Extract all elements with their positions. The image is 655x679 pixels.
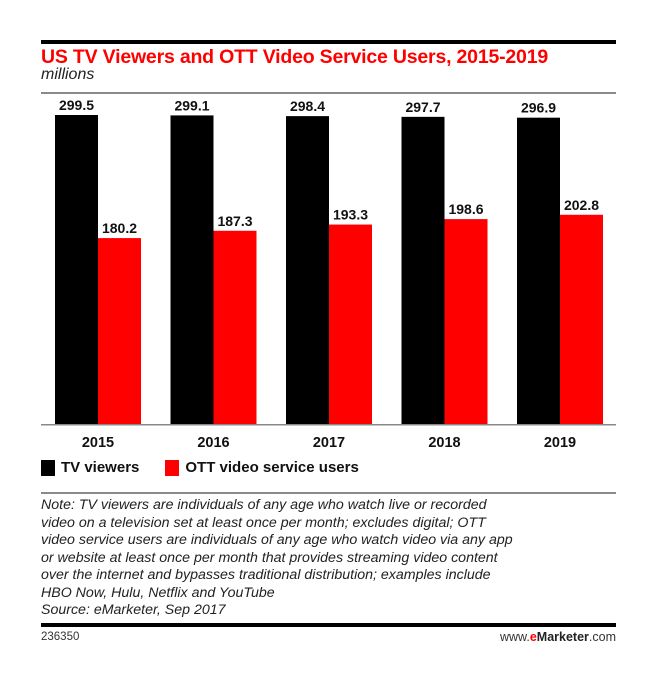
chart-title: US TV Viewers and OTT Video Service User… bbox=[41, 46, 548, 68]
note-line: Note: TV viewers are individuals of any … bbox=[41, 497, 487, 513]
x-tick-label-2018: 2018 bbox=[428, 435, 460, 451]
bar-chart: 299.5 180.2 2015 299.1 187.3 2016 298.4 193.3 20… bbox=[41, 97, 616, 451]
bar-ott-users-2019 bbox=[560, 214, 603, 424]
value-label-ott-users-2016: 187.3 bbox=[217, 213, 252, 229]
brand-suffix: .com bbox=[588, 630, 616, 644]
bar-tv-viewers-2019 bbox=[517, 117, 560, 425]
value-label-ott-users-2018: 198.6 bbox=[448, 201, 483, 217]
note-rule bbox=[41, 492, 616, 494]
chart-id: 236350 bbox=[41, 631, 80, 643]
note-line: video on a television set at least once … bbox=[41, 514, 486, 531]
legend-item-ott-users: OTT video service users bbox=[165, 459, 359, 476]
legend-swatch-tv-viewers bbox=[41, 459, 55, 476]
bar-ott-users-2016 bbox=[213, 230, 257, 424]
brand-logo: www.eMarketer.com bbox=[500, 630, 616, 644]
x-tick-label-2017: 2017 bbox=[313, 435, 345, 451]
note-line: video service users are individuals of a… bbox=[41, 532, 513, 548]
legend-label: OTT video service users bbox=[185, 459, 359, 476]
bar-tv-viewers-2016 bbox=[170, 115, 214, 424]
bar-ott-users-2017 bbox=[329, 224, 372, 424]
value-label-tv-viewers-2018: 297.7 bbox=[405, 99, 440, 115]
bar-ott-users-2018 bbox=[444, 219, 488, 424]
source-line: Source: eMarketer, Sep 2017 bbox=[41, 602, 226, 618]
bar-tv-viewers-2015 bbox=[55, 115, 98, 424]
value-label-tv-viewers-2015: 299.5 bbox=[59, 97, 94, 113]
value-label-tv-viewers-2017: 298.4 bbox=[290, 98, 325, 114]
note-line: HBO Now, Hulu, Netflix and YouTube bbox=[41, 584, 275, 601]
x-tick-label-2019: 2019 bbox=[544, 435, 576, 451]
header-rule bbox=[41, 92, 616, 94]
footer-rule bbox=[41, 623, 616, 627]
legend: TV viewers OTT video service users bbox=[41, 459, 385, 476]
legend-item-tv-viewers: TV viewers bbox=[41, 459, 139, 476]
note-line: over the internet and bypasses tradition… bbox=[41, 567, 491, 583]
x-tick-label-2015: 2015 bbox=[82, 435, 114, 451]
brand-name: Marketer bbox=[536, 630, 589, 644]
legend-swatch-ott-users bbox=[165, 459, 180, 476]
chart-subtitle: millions bbox=[41, 66, 95, 83]
brand-prefix: www. bbox=[499, 630, 530, 644]
value-label-ott-users-2015: 180.2 bbox=[102, 220, 137, 236]
bar-ott-users-2015 bbox=[98, 238, 141, 424]
value-label-tv-viewers-2016: 299.1 bbox=[174, 97, 209, 113]
x-tick-label-2016: 2016 bbox=[197, 435, 229, 451]
value-label-ott-users-2017: 193.3 bbox=[333, 207, 368, 223]
bar-tv-viewers-2018 bbox=[401, 116, 445, 425]
note-text: Note: TV viewers are individuals of any … bbox=[41, 497, 621, 620]
value-label-tv-viewers-2019: 296.9 bbox=[521, 100, 556, 116]
brand-e: e bbox=[529, 630, 537, 644]
bar-tv-viewers-2017 bbox=[286, 116, 329, 424]
top-rule bbox=[41, 40, 616, 44]
x-axis-line bbox=[41, 424, 616, 426]
note-line: or website at least once per month that … bbox=[41, 549, 498, 566]
legend-label: TV viewers bbox=[61, 459, 140, 476]
value-label-ott-users-2019: 202.8 bbox=[564, 197, 599, 213]
